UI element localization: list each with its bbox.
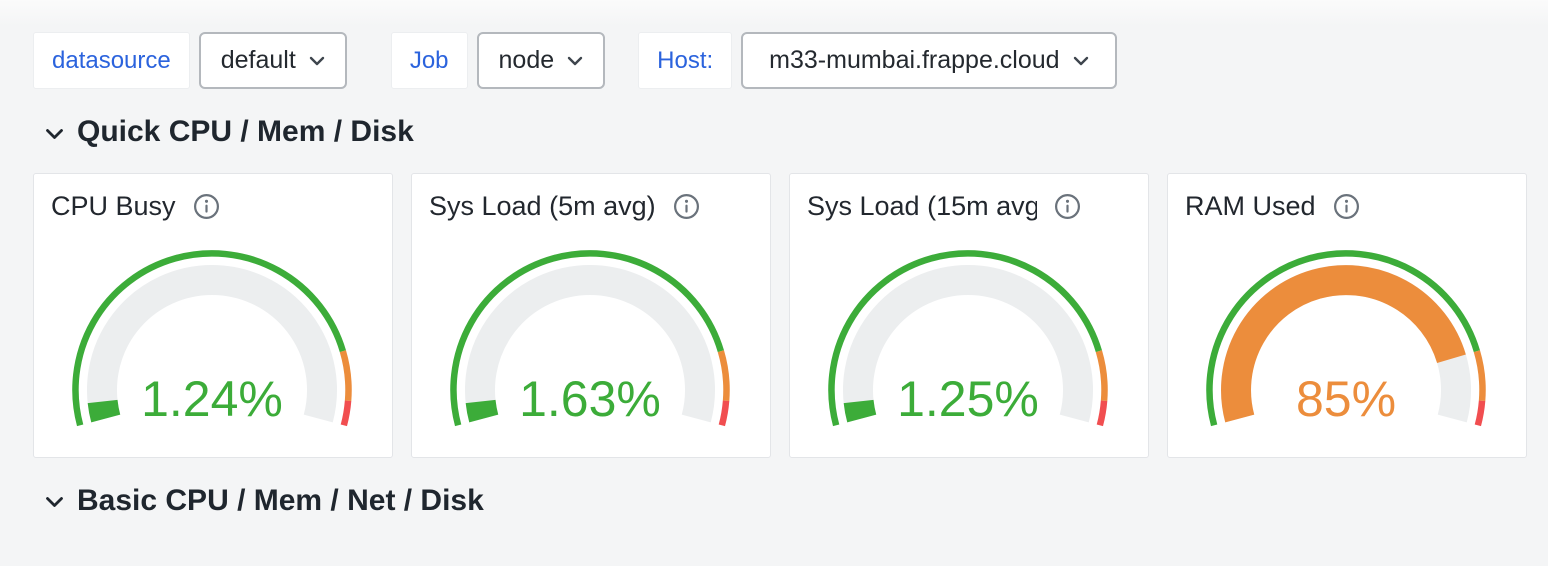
panel-title[interactable]: RAM Used	[1185, 191, 1316, 222]
info-icon[interactable]	[193, 193, 220, 220]
panel-cpu-busy: CPU Busy 1.24%	[33, 172, 393, 458]
collapse-chevron-icon	[46, 497, 63, 508]
gauge-cpu-busy: 1.24%	[34, 230, 390, 452]
panel-title[interactable]: Sys Load (15m avg)	[807, 191, 1037, 222]
variable-datasource: datasource default	[33, 32, 347, 89]
panel-header: Sys Load (15m avg)	[790, 174, 1148, 224]
host-variable-label[interactable]: Host:	[638, 32, 733, 89]
row-title: Quick CPU / Mem / Disk	[77, 115, 414, 148]
panel-title[interactable]: Sys Load (5m avg)	[429, 191, 656, 222]
gauge-value: 85%	[1296, 371, 1396, 427]
row-header-quick-cpu-mem-disk[interactable]: Quick CPU / Mem / Disk	[45, 115, 1548, 150]
chevron-down-icon	[567, 56, 583, 65]
panel-header: Sys Load (5m avg)	[412, 174, 770, 224]
gauge-ram-used: 85%	[1168, 230, 1524, 452]
panel-header: CPU Busy	[34, 174, 392, 224]
panels-row: CPU Busy 1.24% Sys Load (5m avg)	[33, 172, 1527, 458]
gauge-sys-load-15m: 1.25%	[790, 230, 1146, 452]
info-icon[interactable]	[673, 193, 700, 220]
info-icon[interactable]	[1333, 193, 1360, 220]
job-dropdown[interactable]: node	[476, 32, 606, 89]
host-dropdown-value: m33-mumbai.frappe.cloud	[769, 46, 1060, 74]
panel-sys-load-5m: Sys Load (5m avg) 1.63%	[411, 172, 771, 458]
row-header-basic-cpu-mem-net-disk[interactable]: Basic CPU / Mem / Net / Disk	[45, 484, 1548, 519]
variable-host: Host: m33-mumbai.frappe.cloud	[638, 32, 1117, 89]
job-dropdown-value: node	[498, 46, 555, 74]
datasource-variable-label[interactable]: datasource	[33, 32, 190, 89]
datasource-dropdown[interactable]: default	[198, 32, 347, 89]
panel-sys-load-15m: Sys Load (15m avg) 1.25%	[789, 172, 1149, 458]
variable-job: Job node	[390, 32, 606, 89]
panel-title[interactable]: CPU Busy	[51, 191, 176, 222]
collapse-chevron-icon	[46, 128, 63, 139]
panel-header: RAM Used	[1168, 174, 1526, 224]
chevron-down-icon	[1073, 56, 1088, 65]
row-title: Basic CPU / Mem / Net / Disk	[77, 483, 484, 517]
variables-toolbar: datasource default Job node Host: m33-mu…	[33, 32, 1548, 89]
job-variable-label[interactable]: Job	[390, 32, 468, 89]
panel-ram-used: RAM Used 85%	[1167, 172, 1527, 458]
gauge-value: 1.24%	[141, 371, 283, 427]
datasource-dropdown-value: default	[220, 46, 296, 74]
info-icon[interactable]	[1054, 193, 1081, 220]
host-dropdown[interactable]: m33-mumbai.frappe.cloud	[741, 32, 1117, 89]
gauge-sys-load-5m: 1.63%	[412, 230, 768, 452]
gauge-value: 1.25%	[897, 371, 1039, 427]
gauge-value: 1.63%	[519, 371, 661, 427]
chevron-down-icon	[309, 56, 325, 65]
